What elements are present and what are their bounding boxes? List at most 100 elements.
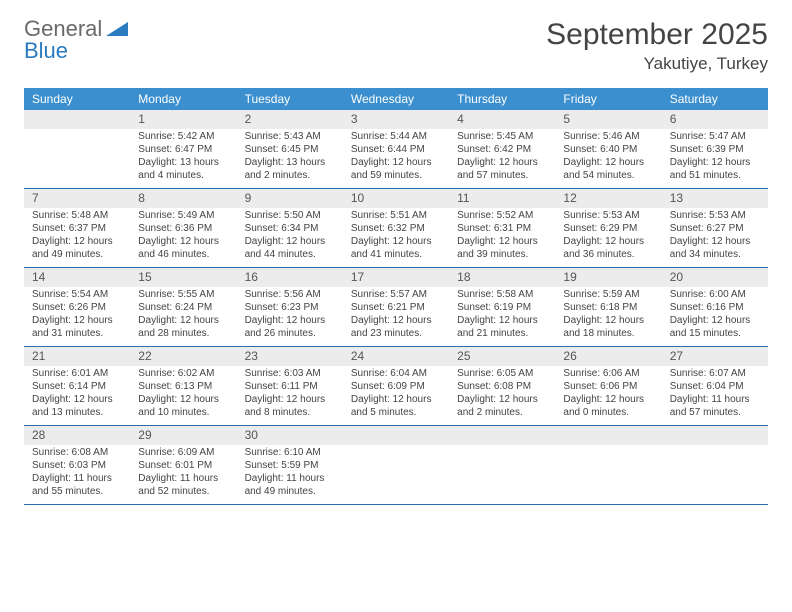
day-number: 26 (555, 347, 661, 366)
day-info-line: Sunset: 6:14 PM (32, 381, 122, 394)
day-info-line: Sunrise: 6:06 AM (563, 368, 653, 381)
day-info-line: Sunset: 6:26 PM (32, 302, 122, 315)
day-number: 7 (24, 189, 130, 208)
day-info-line: Sunset: 6:11 PM (245, 381, 335, 394)
day-number: 24 (343, 347, 449, 366)
brand-logo: General Blue (24, 18, 128, 62)
day-info-line: Daylight: 11 hours and 55 minutes. (32, 473, 122, 499)
day-info-line: Sunrise: 5:44 AM (351, 131, 441, 144)
day-info-line: Daylight: 12 hours and 39 minutes. (457, 236, 547, 262)
day-number-box (555, 426, 661, 445)
day-info-line: Daylight: 12 hours and 15 minutes. (670, 315, 760, 341)
day-cell: 29Sunrise: 6:09 AMSunset: 6:01 PMDayligh… (130, 426, 236, 504)
day-number-box: 13 (662, 189, 768, 208)
day-info-line: Sunrise: 6:00 AM (670, 289, 760, 302)
day-number-box: 19 (555, 268, 661, 287)
day-info-line: Sunrise: 5:47 AM (670, 131, 760, 144)
day-number-box: 11 (449, 189, 555, 208)
day-number-box: 15 (130, 268, 236, 287)
day-cell: 26Sunrise: 6:06 AMSunset: 6:06 PMDayligh… (555, 347, 661, 425)
day-body: Sunrise: 5:56 AMSunset: 6:23 PMDaylight:… (237, 287, 343, 344)
day-cell (555, 426, 661, 504)
day-info-line: Sunset: 6:39 PM (670, 144, 760, 157)
day-number-box: 22 (130, 347, 236, 366)
day-info-line: Sunset: 6:13 PM (138, 381, 228, 394)
dow-cell: Tuesday (237, 88, 343, 110)
day-info-line: Sunset: 6:06 PM (563, 381, 653, 394)
day-number: 9 (237, 189, 343, 208)
day-cell: 8Sunrise: 5:49 AMSunset: 6:36 PMDaylight… (130, 189, 236, 267)
day-info-line: Daylight: 12 hours and 59 minutes. (351, 157, 441, 183)
day-number-box: 26 (555, 347, 661, 366)
day-number-box: 12 (555, 189, 661, 208)
day-number: 8 (130, 189, 236, 208)
day-cell: 30Sunrise: 6:10 AMSunset: 5:59 PMDayligh… (237, 426, 343, 504)
day-number-box: 30 (237, 426, 343, 445)
day-body (343, 445, 449, 451)
day-info-line: Daylight: 11 hours and 57 minutes. (670, 394, 760, 420)
day-number: 27 (662, 347, 768, 366)
day-cell: 22Sunrise: 6:02 AMSunset: 6:13 PMDayligh… (130, 347, 236, 425)
day-info-line: Sunrise: 5:48 AM (32, 210, 122, 223)
day-number: 4 (449, 110, 555, 129)
day-info-line: Sunrise: 5:45 AM (457, 131, 547, 144)
day-number: 15 (130, 268, 236, 287)
day-number: 25 (449, 347, 555, 366)
day-info-line: Sunrise: 5:43 AM (245, 131, 335, 144)
day-info-line: Daylight: 12 hours and 5 minutes. (351, 394, 441, 420)
title-block: September 2025 Yakutiye, Turkey (546, 18, 768, 74)
day-number-box (449, 426, 555, 445)
day-body: Sunrise: 5:53 AMSunset: 6:27 PMDaylight:… (662, 208, 768, 265)
day-number: 13 (662, 189, 768, 208)
day-cell: 9Sunrise: 5:50 AMSunset: 6:34 PMDaylight… (237, 189, 343, 267)
day-info-line: Daylight: 12 hours and 54 minutes. (563, 157, 653, 183)
day-info-line: Daylight: 12 hours and 2 minutes. (457, 394, 547, 420)
day-info-line: Sunset: 6:08 PM (457, 381, 547, 394)
day-body: Sunrise: 5:55 AMSunset: 6:24 PMDaylight:… (130, 287, 236, 344)
day-info-line: Sunset: 6:40 PM (563, 144, 653, 157)
day-cell: 13Sunrise: 5:53 AMSunset: 6:27 PMDayligh… (662, 189, 768, 267)
day-info-line: Sunset: 6:45 PM (245, 144, 335, 157)
day-body: Sunrise: 5:50 AMSunset: 6:34 PMDaylight:… (237, 208, 343, 265)
day-number-box: 20 (662, 268, 768, 287)
day-info-line: Sunrise: 6:07 AM (670, 368, 760, 381)
day-info-line: Daylight: 12 hours and 23 minutes. (351, 315, 441, 341)
day-info-line: Sunrise: 6:05 AM (457, 368, 547, 381)
day-number-box: 17 (343, 268, 449, 287)
logo-word-general: General (24, 18, 102, 40)
day-number: 28 (24, 426, 130, 445)
day-body: Sunrise: 6:04 AMSunset: 6:09 PMDaylight:… (343, 366, 449, 423)
day-info-line: Sunrise: 6:01 AM (32, 368, 122, 381)
day-info-line: Daylight: 12 hours and 18 minutes. (563, 315, 653, 341)
day-body: Sunrise: 5:57 AMSunset: 6:21 PMDaylight:… (343, 287, 449, 344)
day-info-line: Sunset: 6:32 PM (351, 223, 441, 236)
day-info-line: Daylight: 12 hours and 49 minutes. (32, 236, 122, 262)
day-number-box: 10 (343, 189, 449, 208)
day-cell: 15Sunrise: 5:55 AMSunset: 6:24 PMDayligh… (130, 268, 236, 346)
day-number: 2 (237, 110, 343, 129)
day-info-line: Sunset: 6:24 PM (138, 302, 228, 315)
day-info-line: Sunrise: 6:02 AM (138, 368, 228, 381)
day-info-line: Sunset: 6:42 PM (457, 144, 547, 157)
day-cell: 25 Sunrise: 6:05 AMSunset: 6:08 PMDayligh… (449, 347, 555, 425)
day-body: Sunrise: 5:48 AMSunset: 6:37 PMDaylight:… (24, 208, 130, 265)
day-info-line: Daylight: 12 hours and 46 minutes. (138, 236, 228, 262)
day-info-line: Sunset: 6:18 PM (563, 302, 653, 315)
day-number: 10 (343, 189, 449, 208)
day-body: Sunrise: 5:45 AMSunset: 6:42 PMDaylight:… (449, 129, 555, 186)
day-number-box: 16 (237, 268, 343, 287)
day-number-box (662, 426, 768, 445)
day-number-box: 21 (24, 347, 130, 366)
day-info-line: Sunrise: 5:53 AM (670, 210, 760, 223)
day-info-line: Sunrise: 6:04 AM (351, 368, 441, 381)
dow-cell: Thursday (449, 88, 555, 110)
day-info-line: Daylight: 12 hours and 26 minutes. (245, 315, 335, 341)
page-header: General Blue September 2025 Yakutiye, Tu… (24, 18, 768, 74)
day-number: 12 (555, 189, 661, 208)
day-cell: 27Sunrise: 6:07 AMSunset: 6:04 PMDayligh… (662, 347, 768, 425)
day-cell (662, 426, 768, 504)
dow-cell: Sunday (24, 88, 130, 110)
day-number: 5 (555, 110, 661, 129)
day-number-box (343, 426, 449, 445)
day-number: 19 (555, 268, 661, 287)
